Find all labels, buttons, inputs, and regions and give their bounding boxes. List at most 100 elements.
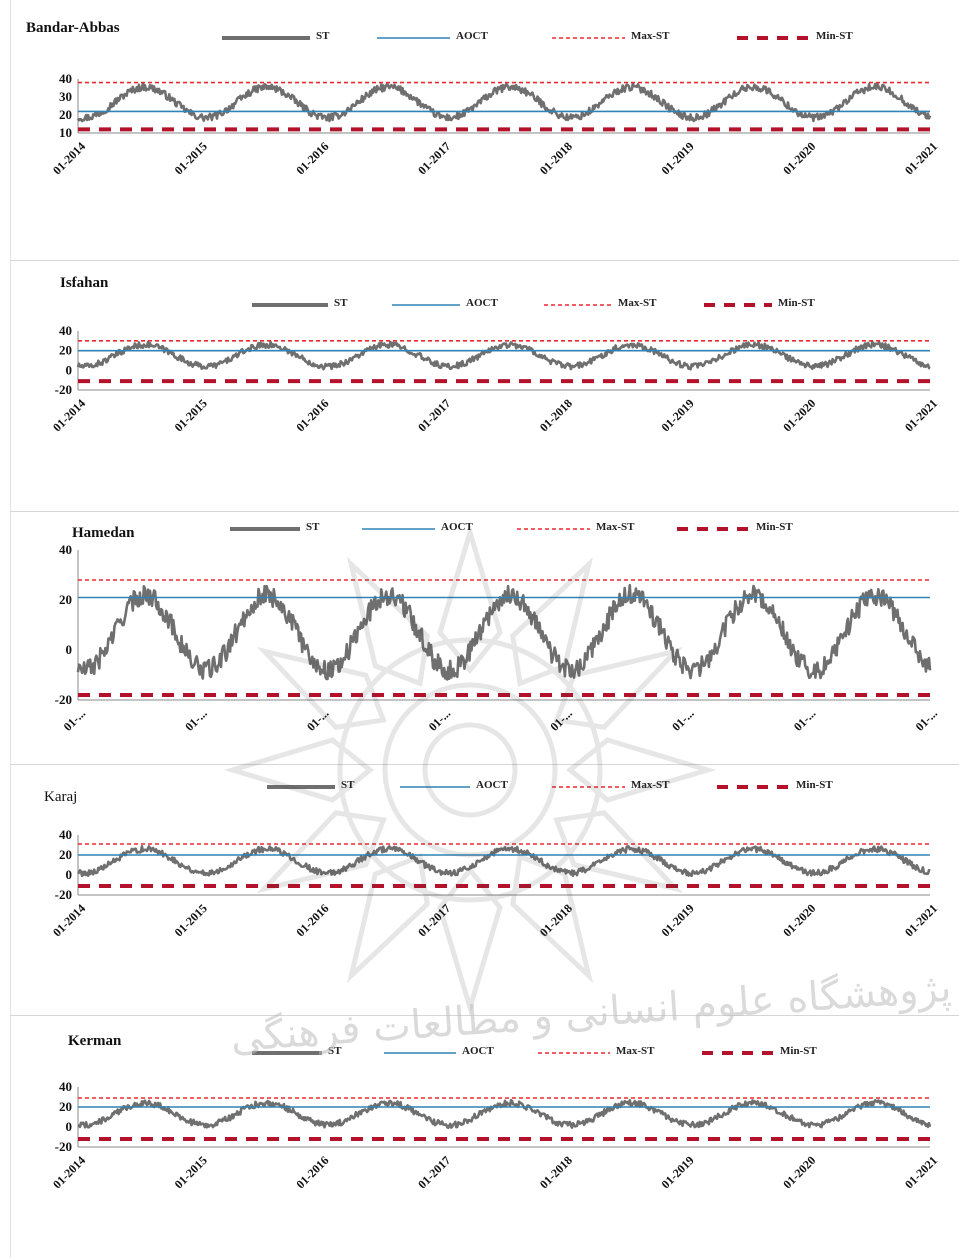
legend-swatch-st — [252, 1051, 322, 1055]
panel-hamedan: Hamedan ST AOCT Max-ST Min-ST -20 0 20 40 01-..… — [10, 512, 959, 764]
legend-swatch-max — [517, 528, 590, 530]
legend-swatch-st — [252, 303, 328, 307]
y-tick-label: 20 — [59, 592, 72, 607]
x-tick-label: 01-2019 — [659, 1153, 697, 1191]
page-left-rule — [10, 0, 11, 1258]
legend-label-max: Max-ST — [631, 779, 670, 791]
line-chart: -20 0 20 40 01-2014 01-2015 01-2016 01-2017 01-2… — [50, 827, 940, 939]
x-tick-label: 01-... — [304, 706, 332, 734]
x-tick-label: 01-2015 — [172, 901, 210, 939]
chart-title: Bandar-Abbas — [26, 20, 120, 36]
x-tick-label: 01-2021 — [902, 1153, 940, 1191]
x-tick-label: 01-2020 — [780, 901, 818, 939]
chart-legend: ST AOCT Max-ST Min-ST — [10, 1044, 959, 1062]
series-st-line — [76, 82, 932, 123]
y-tick-label: 0 — [66, 362, 73, 377]
legend-label-aoct: AOCT — [462, 1045, 494, 1057]
panel-kerman: Kerman ST AOCT Max-ST Min-ST -20 0 20 40 01-201… — [10, 1016, 959, 1258]
legend-swatch-max — [544, 304, 612, 306]
y-tick-label: 20 — [59, 1099, 72, 1114]
y-tick-label: 40 — [59, 71, 72, 86]
x-tick-label: 01-2021 — [902, 396, 940, 434]
x-tick-label: 01-2021 — [902, 139, 940, 177]
legend-swatch-max — [538, 1052, 610, 1054]
legend-label-aoct: AOCT — [456, 30, 488, 42]
x-tick-label: 01-... — [791, 706, 819, 734]
x-tick-label: 01-2017 — [415, 1153, 453, 1191]
legend-label-max: Max-ST — [631, 30, 670, 42]
legend-swatch-aoct — [377, 37, 450, 39]
y-tick-label: 20 — [59, 107, 72, 122]
legend-swatch-max — [552, 37, 625, 39]
x-tick-label: 01-... — [426, 706, 454, 734]
y-tick-label: 10 — [59, 125, 72, 140]
x-tick-label: 01-2014 — [50, 139, 88, 177]
x-tick-label: 01-2014 — [50, 1153, 88, 1191]
x-tick-label: 01-2019 — [659, 901, 697, 939]
x-tick-label: 01-2015 — [172, 396, 210, 434]
y-tick-label: 40 — [59, 542, 72, 557]
x-tick-label: 01-2014 — [50, 901, 88, 939]
chart-legend: ST AOCT Max-ST Min-ST — [10, 296, 959, 314]
legend-swatch-min — [737, 36, 810, 40]
panel-karaj: Karaj ST AOCT Max-ST Min-ST -20 0 20 40 01-2014… — [10, 765, 959, 1015]
legend-label-aoct: AOCT — [476, 779, 508, 791]
legend-label-st: ST — [328, 1045, 342, 1057]
legend-label-max: Max-ST — [596, 521, 635, 533]
x-tick-label: 01-2014 — [50, 396, 88, 434]
x-tick-label: 01-2019 — [659, 396, 697, 434]
series-st-line — [77, 1098, 932, 1130]
x-tick-label: 01-... — [61, 706, 89, 734]
chart-title: Karaj — [44, 789, 78, 805]
y-tick-label: 40 — [59, 827, 72, 842]
y-tick-label: -20 — [55, 887, 72, 902]
legend-label-min: Min-ST — [816, 30, 853, 42]
panel-bandar-abbas: Bandar-Abbas ST AOCT Max-ST Min-ST 10 20 30 40… — [10, 0, 959, 258]
x-tick-label: 01-2020 — [780, 139, 818, 177]
x-tick-label: 01-2020 — [780, 1153, 818, 1191]
y-tick-label: 0 — [66, 642, 73, 657]
panel-isfahan: Isfahan ST AOCT Max-ST Min-ST -20 0 20 40 01-20… — [10, 261, 959, 511]
x-tick-label: 01-... — [669, 706, 697, 734]
x-tick-label: 01-2018 — [537, 396, 575, 434]
legend-swatch-aoct — [384, 1052, 456, 1054]
legend-swatch-st — [230, 527, 300, 531]
chart-legend: ST AOCT Max-ST Min-ST — [10, 778, 959, 796]
legend-label-st: ST — [341, 779, 355, 791]
x-tick-label: 01-... — [913, 706, 941, 734]
legend-swatch-min — [677, 527, 750, 531]
line-chart: -20 0 20 40 01-2014 01-2015 01-2016 01-2017 01-2… — [50, 323, 940, 434]
legend-swatch-st — [267, 785, 335, 789]
x-tick-label: 01-2019 — [659, 139, 697, 177]
x-tick-label: 01-2018 — [537, 1153, 575, 1191]
legend-swatch-aoct — [392, 304, 460, 306]
legend-label-max: Max-ST — [616, 1045, 655, 1057]
legend-label-st: ST — [334, 297, 348, 309]
panel-divider — [10, 511, 959, 512]
legend-label-st: ST — [306, 521, 320, 533]
legend-label-min: Min-ST — [778, 297, 815, 309]
y-tick-label: -20 — [55, 382, 72, 397]
y-tick-label: 20 — [59, 847, 72, 862]
x-tick-label: 01-2015 — [172, 1153, 210, 1191]
series-st-line — [76, 340, 931, 371]
x-tick-label: 01-2016 — [293, 901, 331, 939]
legend-swatch-max — [552, 786, 625, 788]
x-tick-label: 01-2017 — [415, 139, 453, 177]
panel-divider — [10, 1015, 959, 1016]
x-tick-label: 01-2021 — [902, 901, 940, 939]
series-st-line — [77, 845, 931, 878]
line-chart: 10 20 30 40 01-2014 01-2015 01-2016 01-2017 01-2… — [50, 71, 940, 177]
legend-swatch-aoct — [400, 786, 470, 788]
chart-legend: ST AOCT Max-ST Min-ST — [10, 29, 959, 47]
legend-swatch-st — [222, 36, 310, 40]
x-tick-label: 01-... — [182, 706, 210, 734]
series-st-line — [76, 583, 932, 681]
panel-divider — [10, 764, 959, 765]
x-tick-label: 01-2018 — [537, 139, 575, 177]
chart-title: Kerman — [68, 1033, 122, 1049]
y-tick-label: 20 — [59, 343, 72, 358]
x-tick-label: 01-2017 — [415, 901, 453, 939]
y-tick-label: 30 — [59, 89, 72, 104]
x-tick-label: 01-... — [547, 706, 575, 734]
